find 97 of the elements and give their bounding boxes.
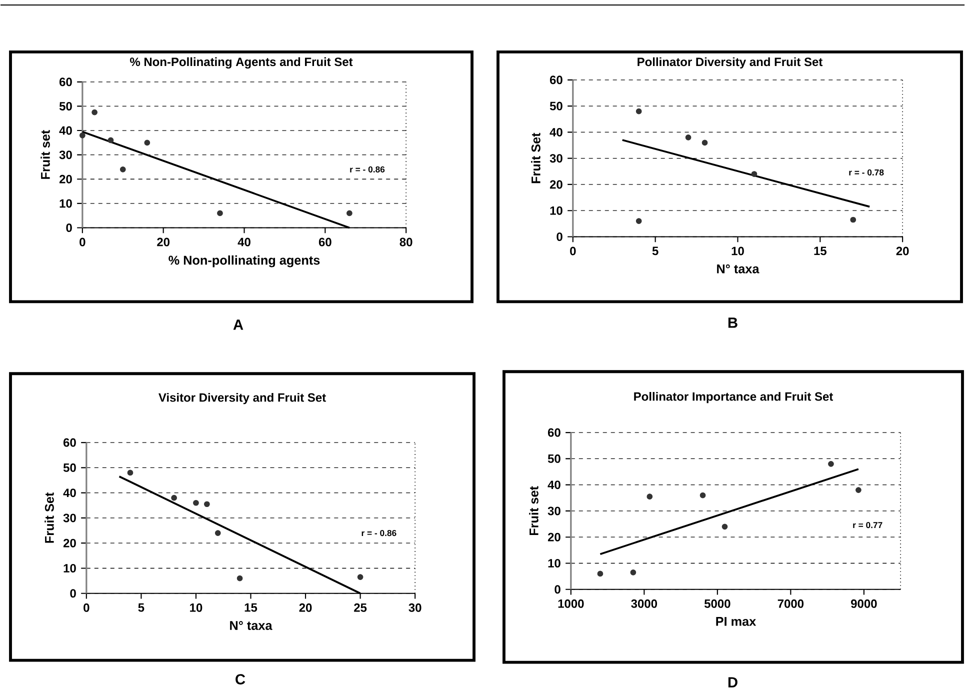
- y-axis-title: Fruit set: [40, 130, 50, 179]
- text: D: [728, 677, 738, 688]
- annotation: r = - 0.86: [350, 166, 385, 172]
- point: [108, 137, 114, 144]
- point: [127, 470, 134, 476]
- x-axis-title: N° taxa: [717, 264, 760, 274]
- point: [722, 524, 728, 530]
- x-tick-label: 10: [732, 246, 744, 256]
- point: [79, 132, 86, 138]
- point: [346, 210, 352, 216]
- y-axis-title: Fruit Set: [44, 492, 54, 543]
- x-tick-label: 5: [138, 603, 144, 612]
- y-tick-label: 30: [63, 514, 76, 522]
- y-tick-label: 0: [554, 585, 560, 594]
- point: [236, 575, 243, 582]
- point: [636, 108, 642, 114]
- y-tick-label: 0: [70, 588, 76, 598]
- point: [636, 218, 642, 224]
- x-tick-label: 15: [244, 603, 258, 612]
- annotation: r = 0.77: [853, 522, 882, 528]
- x-tick-label: 20: [157, 238, 170, 246]
- x-tick-label: 7000: [778, 599, 804, 608]
- x-tick-label: 40: [238, 238, 250, 246]
- x-axis-title: PI max: [716, 616, 756, 626]
- y-tick-label: 30: [550, 154, 562, 162]
- y-tick-label: 30: [548, 506, 560, 516]
- point: [751, 170, 758, 177]
- x-tick-label: 20: [299, 603, 312, 612]
- point: [828, 460, 834, 467]
- chart-title: Pollinator Diversity and Fruit Set: [638, 57, 823, 68]
- y-tick-label: 40: [550, 128, 562, 136]
- x-axis-title: N° taxa: [230, 620, 272, 630]
- text: C: [236, 674, 246, 684]
- y-tick-label: 0: [556, 232, 562, 241]
- x-tick-label: 3000: [631, 599, 658, 608]
- y-tick-label: 50: [63, 463, 76, 472]
- y-tick-label: 60: [548, 428, 560, 437]
- x-tick-label: 0: [84, 603, 90, 612]
- y-tick-label: 40: [59, 126, 72, 135]
- y-tick-label: 20: [548, 532, 560, 542]
- text: B: [728, 318, 738, 328]
- point: [630, 569, 636, 576]
- chart-title: Visitor Diversity and Fruit Set: [158, 392, 326, 404]
- y-tick-label: 50: [550, 102, 562, 110]
- x-tick-label: 0: [570, 246, 576, 256]
- x-tick-label: 60: [318, 238, 332, 246]
- y-tick-label: 40: [548, 480, 560, 489]
- point: [700, 492, 706, 498]
- y-tick-label: 50: [548, 454, 560, 463]
- x-tick-label: 20: [896, 246, 909, 256]
- y-tick-label: 40: [63, 488, 76, 497]
- point: [685, 134, 692, 140]
- y-tick-label: 0: [66, 223, 72, 232]
- annotation: r = - 0.86: [362, 530, 396, 536]
- y-axis-title: Fruit set: [529, 486, 538, 535]
- point: [193, 500, 199, 506]
- y-tick-label: 50: [59, 102, 72, 110]
- x-axis-title: % Non-pollinating agents: [168, 255, 320, 268]
- point: [702, 140, 708, 146]
- point: [144, 140, 150, 146]
- y-axis-title: Fruit Set: [531, 132, 540, 184]
- x-tick-label: 80: [400, 238, 412, 246]
- y-tick-label: 30: [59, 150, 72, 159]
- point: [646, 494, 653, 500]
- point: [856, 486, 862, 493]
- x-tick-label: 5000: [704, 599, 730, 608]
- y-tick-label: 20: [63, 538, 76, 548]
- y-tick-label: 60: [550, 76, 562, 84]
- x-tick-label: 30: [408, 603, 422, 612]
- chart-title: Pollinator Importance and Fruit Set: [634, 392, 834, 404]
- chart-title: % Non-Pollinating Agents and Fruit Set: [130, 57, 353, 68]
- x-tick-label: 25: [354, 603, 367, 612]
- y-tick-label: 10: [64, 564, 76, 572]
- point: [120, 166, 126, 172]
- point: [597, 570, 604, 576]
- point: [171, 494, 177, 501]
- x-tick-label: 10: [190, 603, 202, 612]
- x-tick-label: 1000: [558, 599, 584, 608]
- point: [204, 501, 210, 507]
- text: A: [233, 319, 244, 330]
- x-tick-label: 0: [80, 238, 86, 246]
- y-tick-label: 60: [63, 438, 76, 447]
- y-tick-label: 10: [60, 199, 72, 208]
- point: [850, 216, 856, 223]
- point: [214, 530, 221, 536]
- y-tick-label: 20: [59, 174, 72, 184]
- x-tick-label: 5: [652, 246, 658, 256]
- y-tick-label: 20: [550, 180, 562, 189]
- point: [92, 109, 98, 116]
- y-tick-label: 10: [548, 558, 560, 568]
- point: [357, 574, 364, 580]
- point: [217, 210, 223, 216]
- x-tick-label: 15: [814, 246, 826, 256]
- x-tick-label: 9000: [851, 599, 877, 608]
- y-tick-label: 10: [550, 206, 562, 215]
- annotation: r = - 0.78: [849, 169, 884, 176]
- y-tick-label: 60: [59, 78, 72, 86]
